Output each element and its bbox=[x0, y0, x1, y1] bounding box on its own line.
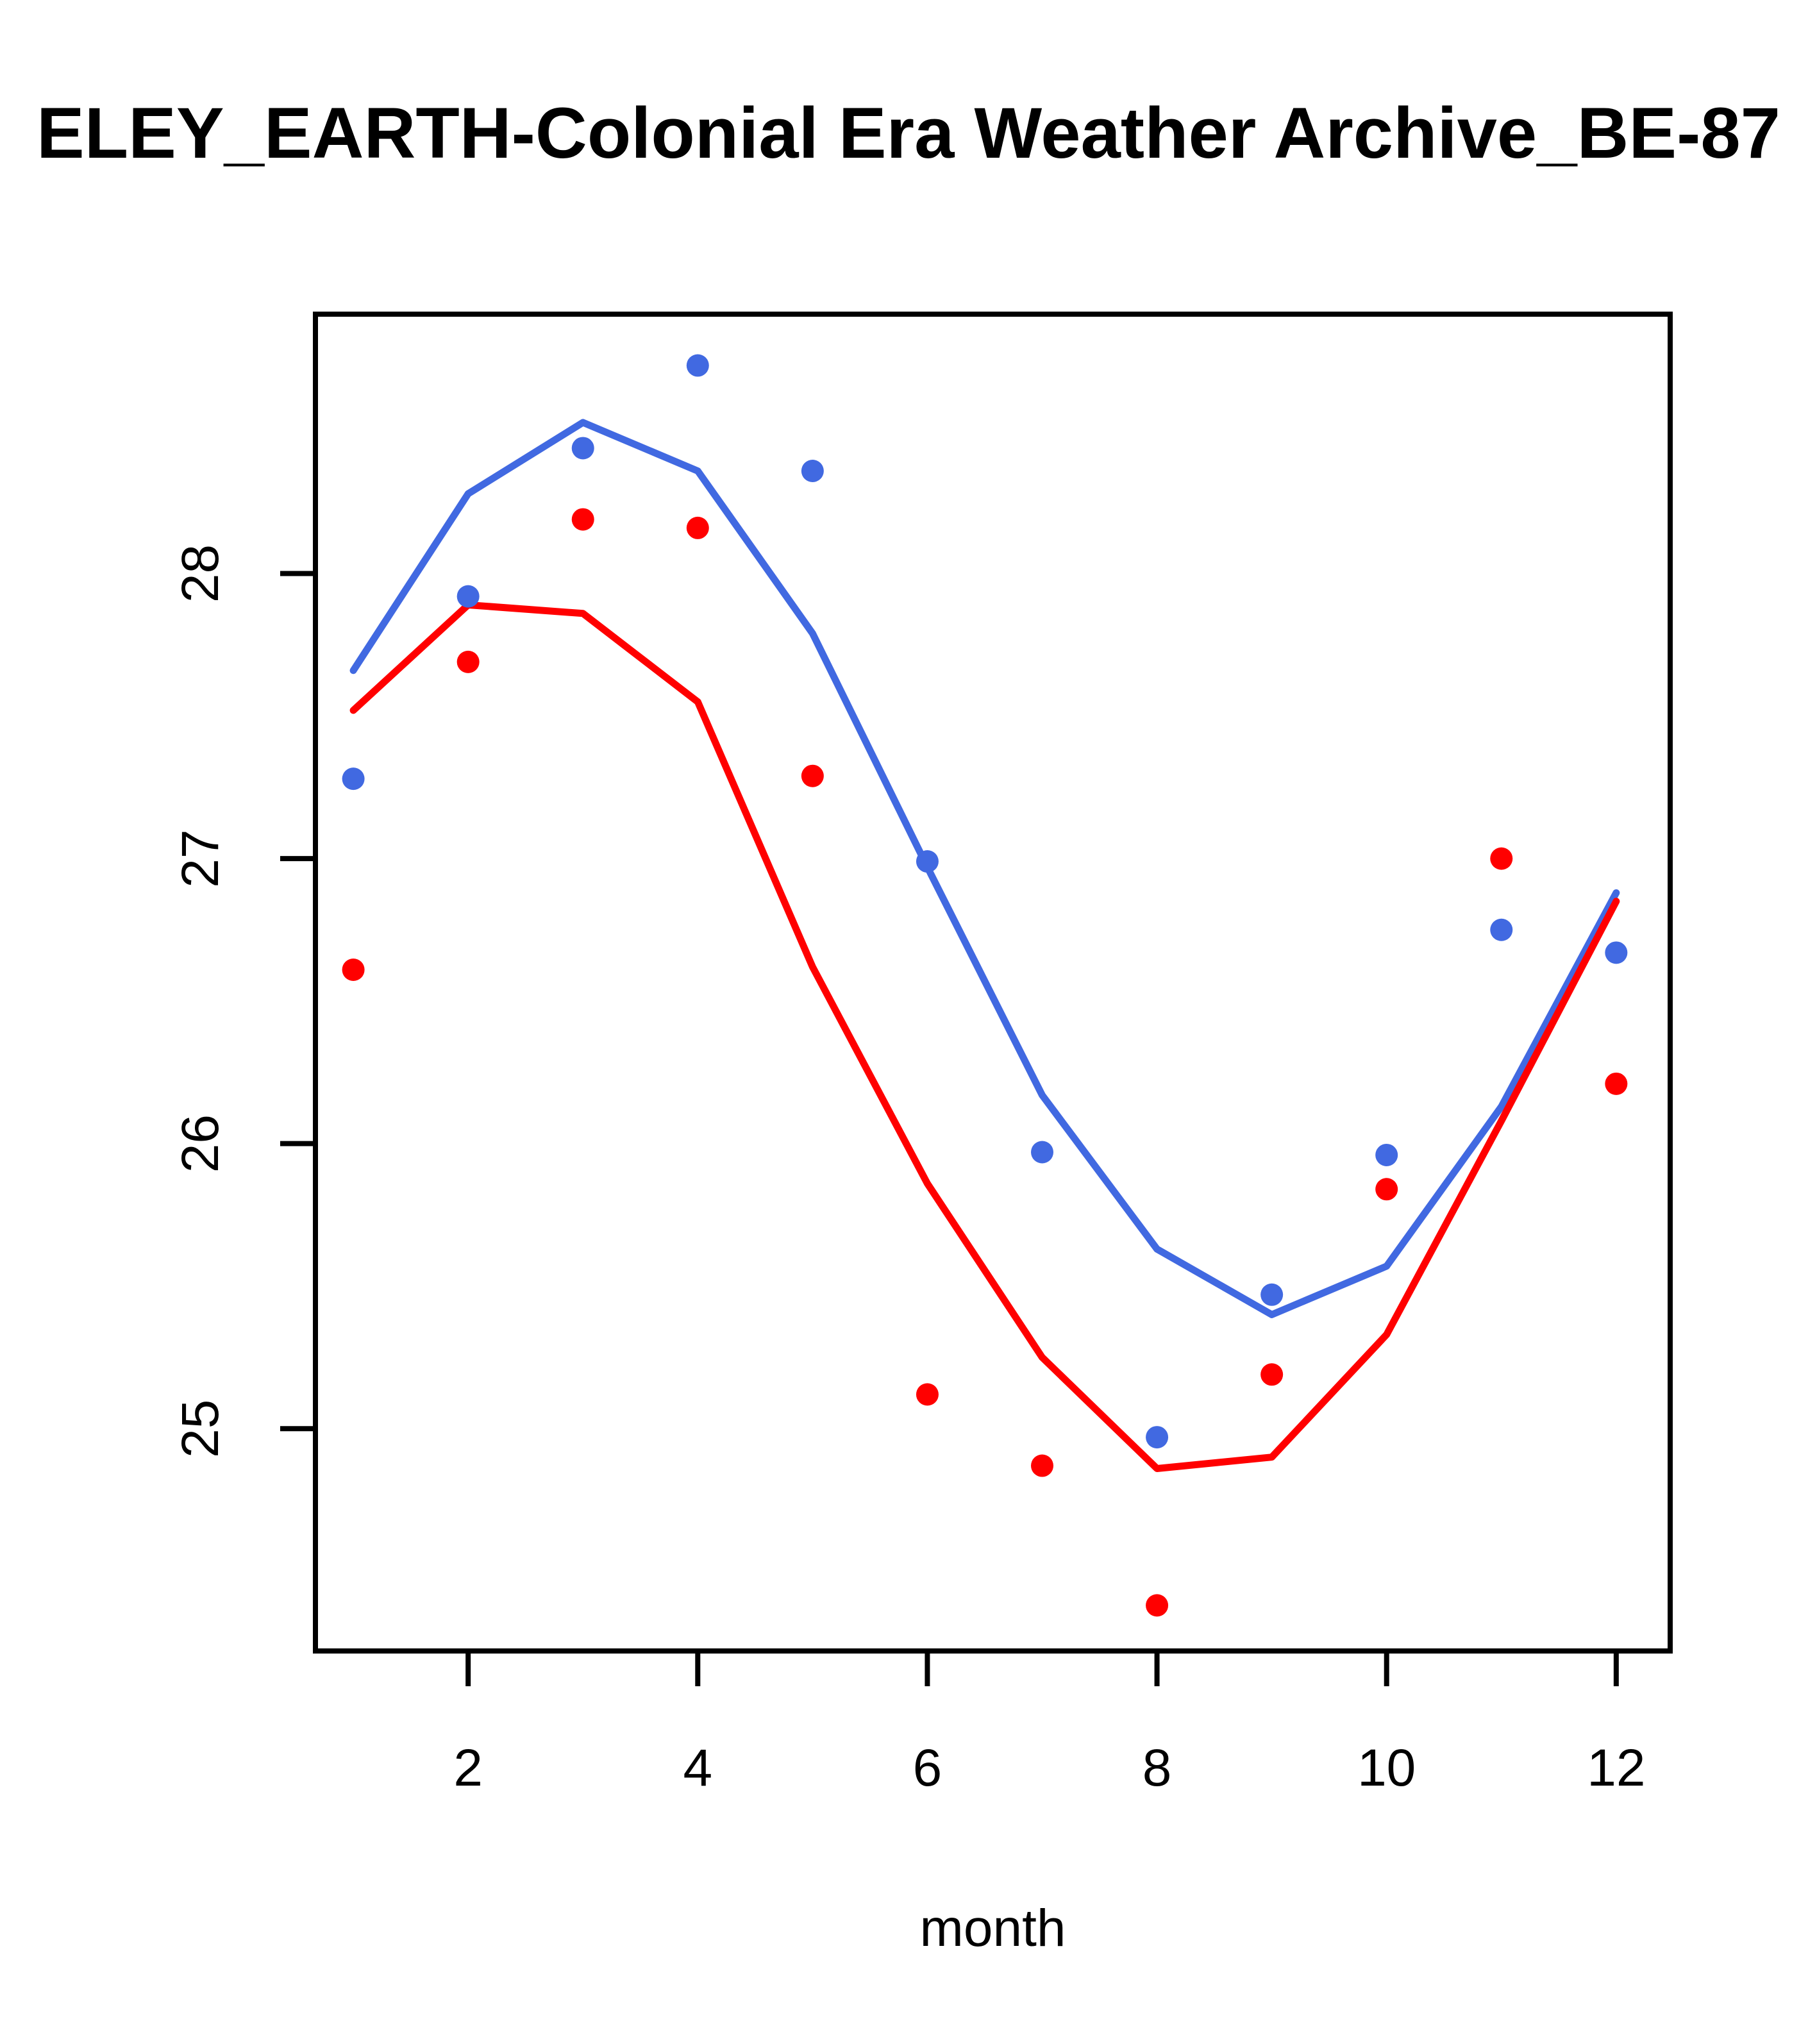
blue-point bbox=[456, 585, 480, 608]
red-point bbox=[801, 764, 824, 787]
y-tick-label: 27 bbox=[171, 830, 230, 888]
blue-point bbox=[801, 460, 824, 483]
blue-point bbox=[1605, 941, 1628, 964]
blue-point bbox=[1030, 1141, 1053, 1164]
x-tick-label: 12 bbox=[1587, 1739, 1645, 1797]
y-tick-label: 26 bbox=[171, 1114, 230, 1173]
blue-point bbox=[686, 354, 709, 377]
blue-point bbox=[916, 850, 939, 873]
red-point bbox=[456, 650, 480, 673]
blue-point bbox=[342, 767, 365, 791]
x-tick-label: 10 bbox=[1357, 1739, 1416, 1797]
blue-point bbox=[571, 437, 594, 460]
red-point bbox=[1146, 1594, 1169, 1617]
red-point bbox=[1605, 1072, 1628, 1095]
red-point bbox=[1375, 1178, 1398, 1201]
plot-box bbox=[313, 312, 1673, 1654]
blue-point bbox=[1260, 1283, 1284, 1306]
red-point bbox=[916, 1383, 939, 1406]
x-tick-label: 4 bbox=[683, 1739, 712, 1797]
red-point bbox=[342, 958, 365, 981]
red-point bbox=[1260, 1363, 1284, 1386]
red-point bbox=[1490, 847, 1513, 870]
y-tick-label: 25 bbox=[171, 1400, 230, 1458]
red-point bbox=[571, 508, 594, 531]
red-smooth-line bbox=[349, 601, 1620, 1472]
x-axis-title: month bbox=[920, 1899, 1066, 1957]
chart-title: ELEY_EARTH-Colonial Era Weather Archive_… bbox=[37, 93, 1780, 173]
x-tick-label: 2 bbox=[453, 1739, 483, 1797]
red-point bbox=[1030, 1454, 1053, 1477]
y-tick-label: 28 bbox=[171, 544, 230, 603]
blue-point bbox=[1375, 1143, 1398, 1166]
x-tick-label: 8 bbox=[1143, 1739, 1172, 1797]
blue-smooth-line bbox=[349, 419, 1620, 1318]
blue-point bbox=[1490, 918, 1513, 941]
x-tick-label: 6 bbox=[913, 1739, 942, 1797]
red-point bbox=[686, 516, 709, 539]
blue-point bbox=[1146, 1426, 1169, 1449]
